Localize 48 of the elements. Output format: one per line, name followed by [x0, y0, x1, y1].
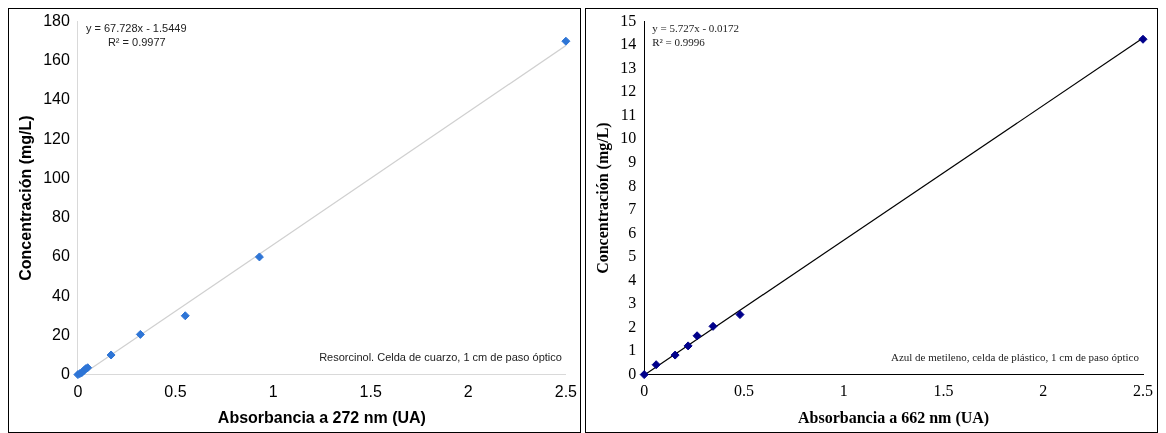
y-tick-label: 11: [620, 105, 637, 123]
y-tick-label: 4: [628, 270, 637, 288]
y-axis-title: Concentración (mg/L): [17, 115, 35, 281]
annotation: y = 5.727x - 0.0172: [652, 21, 740, 34]
y-tick-label: 14: [620, 35, 637, 53]
y-tick-label: 6: [628, 223, 637, 241]
y-tick-label: 60: [52, 247, 70, 265]
y-tick-label: 140: [43, 90, 70, 108]
x-tick-label: 1: [839, 382, 848, 400]
y-tick-label: 120: [43, 129, 70, 147]
x-tick-label: 2.5: [554, 382, 578, 400]
x-tick-label: 0.5: [164, 382, 187, 400]
x-tick-label: 1: [268, 382, 278, 400]
y-tick-label: 160: [43, 51, 70, 69]
y-axis-title: Concentración (mg/L): [593, 122, 612, 274]
y-tick-label: 0: [60, 365, 70, 383]
y-tick-label: 40: [52, 286, 70, 304]
y-tick-label: 5: [628, 247, 637, 265]
x-tick-label: 0: [640, 382, 649, 400]
annotation: Resorcinol. Celda de cuarzo, 1 cm de paso óptico: [319, 351, 562, 364]
y-tick-label: 20: [52, 325, 70, 343]
x-tick-label: 1.5: [933, 382, 954, 400]
annotation: R² = 0.9977: [107, 36, 166, 49]
y-tick-label: 0: [628, 364, 637, 382]
x-tick-label: 2: [463, 382, 473, 400]
annotation: y = 67.728x - 1.5449: [85, 22, 187, 35]
y-tick-label: 180: [43, 12, 70, 30]
y-tick-label: 3: [628, 294, 637, 312]
x-tick-label: 1.5: [359, 382, 382, 400]
x-axis-title: Absorbancia a 662 nm (UA): [798, 408, 990, 427]
x-tick-label: 2.5: [1133, 382, 1153, 400]
x-axis-title: Absorbancia a 272 nm (UA): [217, 408, 426, 426]
x-tick-label: 0.5: [733, 382, 754, 400]
y-tick-label: 13: [620, 58, 637, 76]
y-tick-label: 9: [628, 153, 637, 170]
y-tick-label: 7: [628, 200, 637, 218]
y-tick-label: 80: [52, 208, 70, 226]
y-tick-label: 8: [628, 176, 637, 194]
y-tick-label: 12: [620, 82, 637, 100]
y-tick-label: 2: [628, 317, 637, 335]
x-tick-label: 2: [1039, 382, 1048, 400]
x-tick-label: 0: [73, 382, 83, 400]
y-tick-label: 1: [628, 341, 637, 359]
y-tick-label: 100: [43, 168, 70, 186]
y-tick-label: 15: [620, 11, 637, 29]
annotation: R² = 0.9996: [652, 35, 706, 48]
y-tick-label: 10: [620, 129, 637, 147]
annotation: Azul de metileno, celda de plástico, 1 cm de paso óptico: [890, 350, 1140, 363]
